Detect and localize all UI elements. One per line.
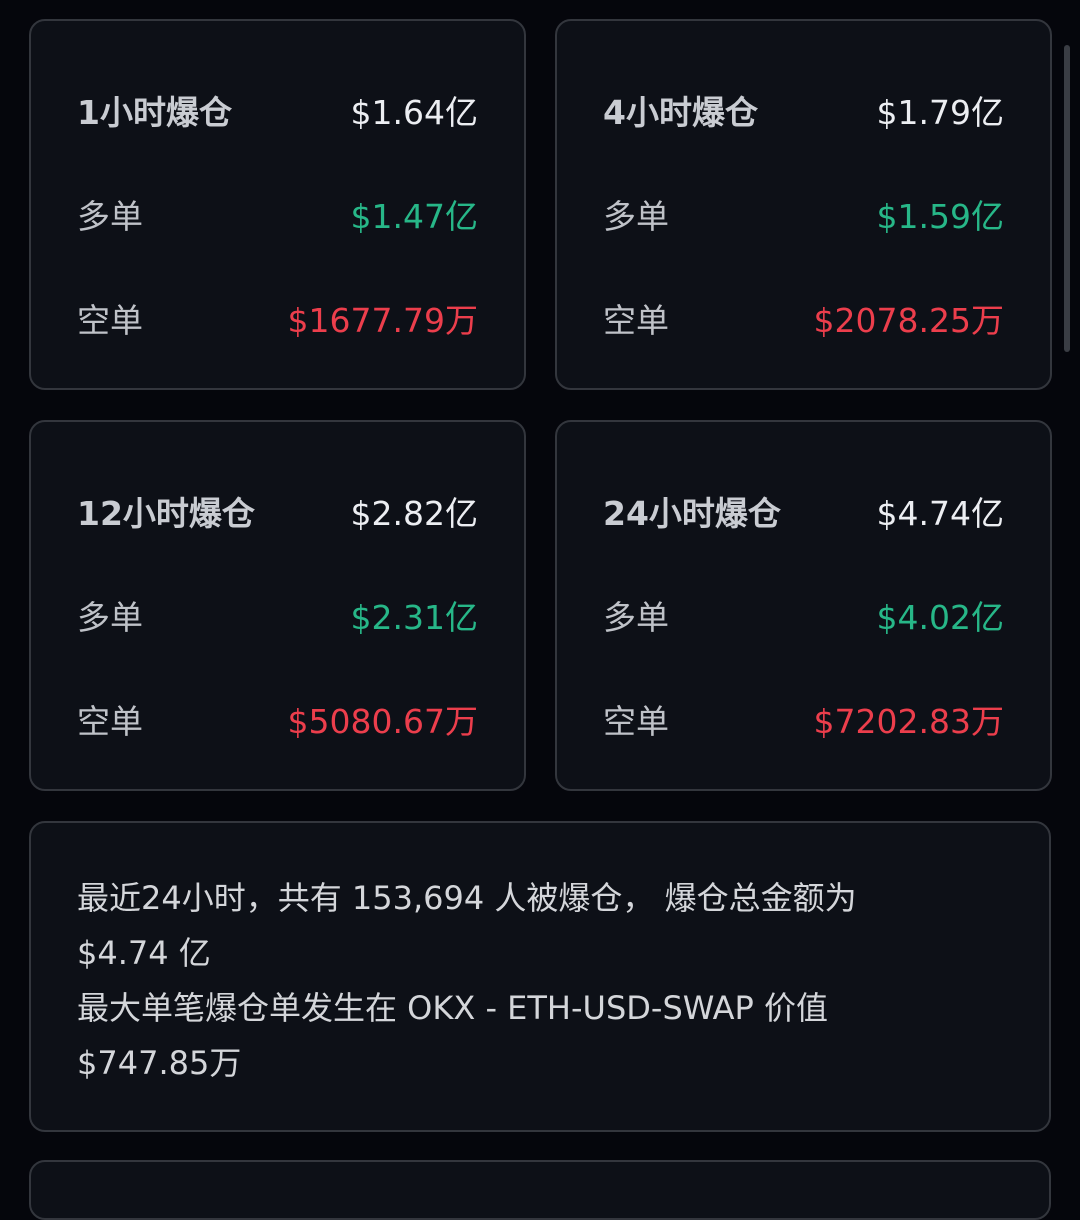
short-label: 空单 bbox=[603, 301, 669, 340]
short-row: 空单 $1677.79万 bbox=[77, 293, 478, 343]
total-row: 4小时爆仓 $1.79亿 bbox=[603, 85, 1004, 135]
long-value: $1.59亿 bbox=[876, 197, 1004, 236]
short-label: 空单 bbox=[77, 301, 143, 340]
long-value: $1.47亿 bbox=[350, 197, 478, 236]
summary-line: $747.85万 bbox=[77, 1044, 242, 1082]
long-label: 多单 bbox=[77, 197, 143, 236]
short-value: $1677.79万 bbox=[287, 301, 478, 340]
liquidation-card-4h: 4小时爆仓 $1.79亿 多单 $1.59亿 空单 $2078.25万 bbox=[555, 19, 1052, 390]
scrollbar[interactable] bbox=[1064, 45, 1070, 352]
long-row: 多单 $2.31亿 bbox=[77, 590, 478, 640]
long-row: 多单 $1.47亿 bbox=[77, 189, 478, 239]
liquidation-card-12h: 12小时爆仓 $2.82亿 多单 $2.31亿 空单 $5080.67万 bbox=[29, 420, 526, 791]
long-label: 多单 bbox=[603, 197, 669, 236]
total-value: $1.79亿 bbox=[876, 93, 1004, 132]
short-value: $2078.25万 bbox=[813, 301, 1004, 340]
card-title: 24小时爆仓 bbox=[603, 494, 781, 533]
short-row: 空单 $5080.67万 bbox=[77, 694, 478, 744]
card-title: 1小时爆仓 bbox=[77, 93, 232, 132]
liquidation-summary: 最近24小时，共有 153,694 人被爆仓， 爆仓总金额为 $4.74 亿 最… bbox=[29, 821, 1051, 1132]
long-value: $4.02亿 bbox=[876, 598, 1004, 637]
summary-line: 最近24小时，共有 153,694 人被爆仓， 爆仓总金额为 bbox=[77, 879, 857, 917]
next-card bbox=[29, 1160, 1051, 1220]
short-value: $5080.67万 bbox=[287, 702, 478, 741]
total-row: 1小时爆仓 $1.64亿 bbox=[77, 85, 478, 135]
liquidation-card-1h: 1小时爆仓 $1.64亿 多单 $1.47亿 空单 $1677.79万 bbox=[29, 19, 526, 390]
card-title: 12小时爆仓 bbox=[77, 494, 255, 533]
card-title: 4小时爆仓 bbox=[603, 93, 758, 132]
total-row: 12小时爆仓 $2.82亿 bbox=[77, 486, 478, 536]
total-value: $4.74亿 bbox=[876, 494, 1004, 533]
liquidation-card-24h: 24小时爆仓 $4.74亿 多单 $4.02亿 空单 $7202.83万 bbox=[555, 420, 1052, 791]
total-row: 24小时爆仓 $4.74亿 bbox=[603, 486, 1004, 536]
long-row: 多单 $4.02亿 bbox=[603, 590, 1004, 640]
long-label: 多单 bbox=[603, 598, 669, 637]
short-label: 空单 bbox=[603, 702, 669, 741]
short-value: $7202.83万 bbox=[813, 702, 1004, 741]
summary-line: $4.74 亿 bbox=[77, 934, 211, 972]
long-row: 多单 $1.59亿 bbox=[603, 189, 1004, 239]
short-row: 空单 $2078.25万 bbox=[603, 293, 1004, 343]
short-label: 空单 bbox=[77, 702, 143, 741]
total-value: $2.82亿 bbox=[350, 494, 478, 533]
short-row: 空单 $7202.83万 bbox=[603, 694, 1004, 744]
summary-line: 最大单笔爆仓单发生在 OKX - ETH-USD-SWAP 价值 bbox=[77, 989, 829, 1027]
total-value: $1.64亿 bbox=[350, 93, 478, 132]
long-value: $2.31亿 bbox=[350, 598, 478, 637]
long-label: 多单 bbox=[77, 598, 143, 637]
